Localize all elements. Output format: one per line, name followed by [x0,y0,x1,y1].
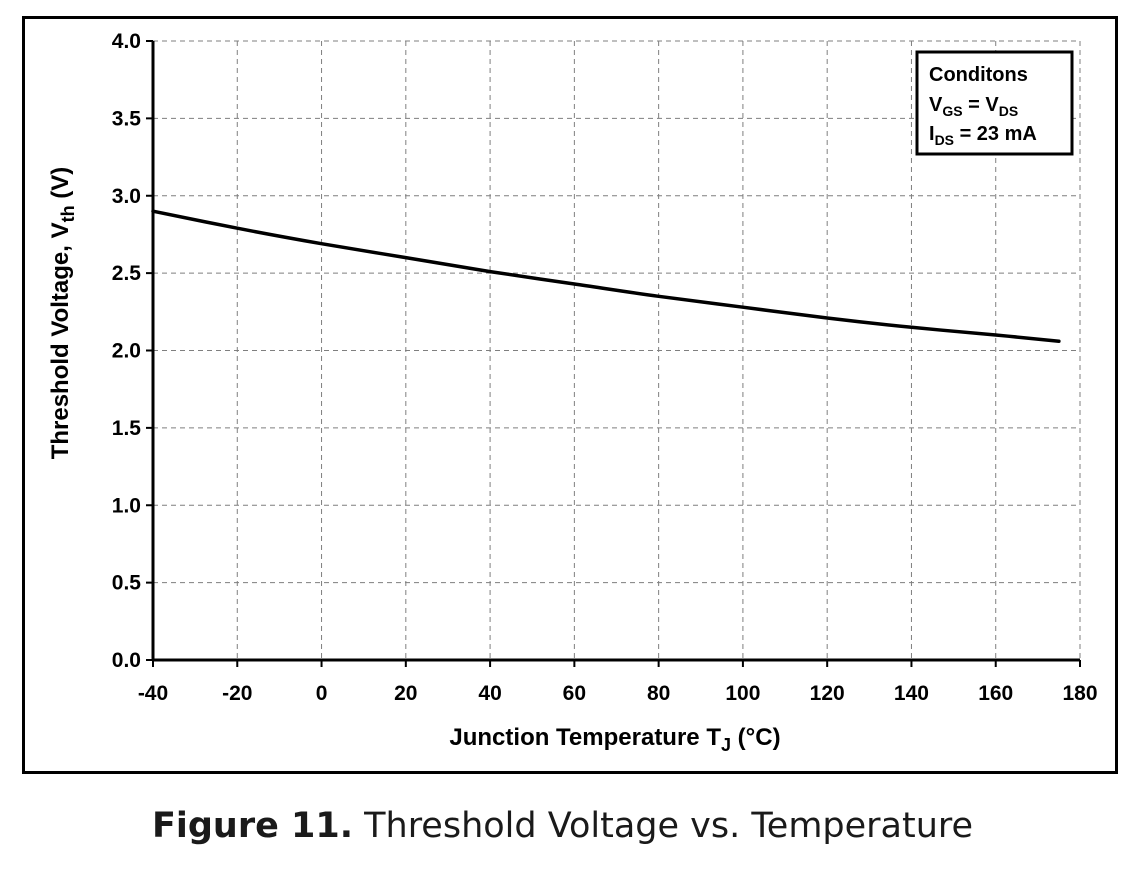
y-tick-label: 1.0 [112,494,141,517]
y-tick-label: 2.0 [112,340,141,363]
chart-frame: -40 -20 0 20 40 60 80 100 120 140 160 180 0.0 0.5 1.0 1… [22,16,1118,774]
x-tick-label: -20 [222,682,252,705]
x-axis-title: Junction Temperature TJ (°C) [449,724,780,755]
x-tick-label: 20 [394,682,417,705]
y-tick-label: 2.5 [112,262,142,285]
legend-box [915,50,1074,156]
legend-line-ids: IDS = 23 mA [929,123,1037,148]
x-tick-label: 40 [478,682,501,705]
series-line-vth [151,209,1061,343]
x-tick-label: 80 [647,682,670,705]
x-tick-label: 120 [810,682,845,705]
legend-title: Conditons [929,64,1028,86]
threshold-voltage-chart: -40 -20 0 20 40 60 80 100 120 140 160 180 0.0 0.5 1.0 1… [47,30,1098,755]
x-tick-label: 140 [894,682,929,705]
x-tick-label: 60 [563,682,586,705]
x-tick-label: 100 [725,682,760,705]
x-tick-label: 0 [316,682,328,705]
y-tick-label: 4.0 [112,30,141,53]
caption-text: Threshold Voltage vs. Temperature [353,806,974,846]
ticks: -40 -20 0 20 40 60 80 100 120 140 160 180 0.0 0.5 1.0 1… [112,30,1098,705]
x-tick-label: 180 [1062,682,1097,705]
y-tick-label: 3.5 [112,107,142,130]
y-tick-label: 0.5 [112,572,142,595]
grid [153,40,1081,660]
y-tick-label: 3.0 [112,185,141,208]
caption-label: Figure 11. [151,806,353,846]
figure-caption: Figure 11. Threshold Voltage vs. Tempera… [0,806,1125,846]
x-tick-label: 160 [978,682,1013,705]
series [151,209,1061,343]
y-axis-title: Threshold Voltage, Vth (V) [47,167,78,460]
conditions-legend: Conditons VGS = VDS IDS = 23 mA [915,50,1074,156]
y-tick-label: 0.0 [112,649,141,672]
y-tick-label: 1.5 [112,417,142,440]
legend-line-vgs: VGS = VDS [929,94,1018,119]
x-tick-label: -40 [138,682,168,705]
